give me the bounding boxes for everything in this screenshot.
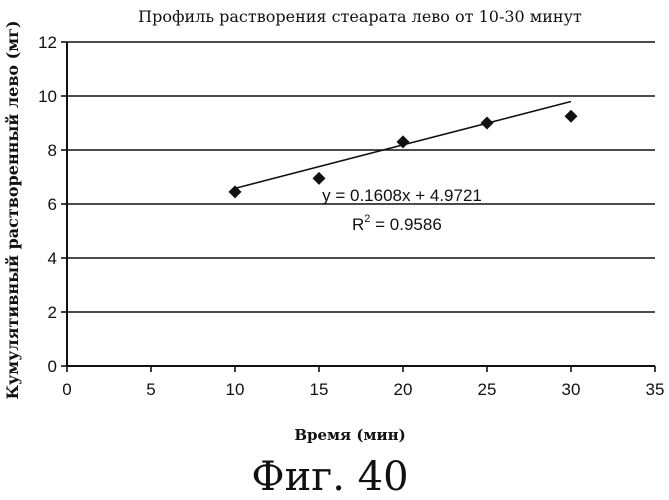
y-tick-label-0: 0 bbox=[48, 357, 57, 376]
y-tick-label-3: 6 bbox=[48, 195, 57, 214]
y-tick-label-5: 10 bbox=[38, 87, 57, 106]
r-squared-label: R2 = 0.9586 bbox=[352, 213, 442, 234]
y-axis-label: Кумулятивный растворенный лево (мг) bbox=[3, 20, 22, 399]
y-tick-label-1: 2 bbox=[48, 303, 57, 322]
data-point-1 bbox=[313, 172, 326, 185]
data-point-3 bbox=[481, 117, 494, 130]
x-axis-ticks: 0 5 10 15 20 25 30 35 bbox=[62, 366, 664, 399]
r-squared-r: R bbox=[352, 215, 364, 234]
gridlines bbox=[67, 42, 655, 312]
y-tick-label-6: 12 bbox=[38, 33, 57, 52]
r-squared-value: = 0.9586 bbox=[370, 215, 441, 234]
x-tick-label-6: 30 bbox=[562, 380, 581, 399]
x-tick-label-2: 10 bbox=[226, 380, 245, 399]
figure-label: Фиг. 40 bbox=[251, 454, 408, 500]
x-tick-label-4: 20 bbox=[394, 380, 413, 399]
x-axis-label: Время (мин) bbox=[294, 426, 405, 444]
y-tick-label-2: 4 bbox=[48, 249, 57, 268]
y-tick-label-4: 8 bbox=[48, 141, 57, 160]
x-tick-label-5: 25 bbox=[478, 380, 497, 399]
x-tick-label-1: 5 bbox=[146, 380, 155, 399]
x-tick-label-7: 35 bbox=[646, 380, 665, 399]
y-axis-ticks: 0 2 4 6 8 10 12 bbox=[38, 33, 67, 376]
data-point-4 bbox=[565, 110, 578, 123]
chart-title: Профиль растворения стеарата лево от 10-… bbox=[138, 7, 582, 26]
x-tick-label-3: 15 bbox=[310, 380, 329, 399]
trendline-equation: y = 0.1608x + 4.9721 bbox=[322, 186, 482, 205]
x-tick-label-0: 0 bbox=[62, 380, 71, 399]
